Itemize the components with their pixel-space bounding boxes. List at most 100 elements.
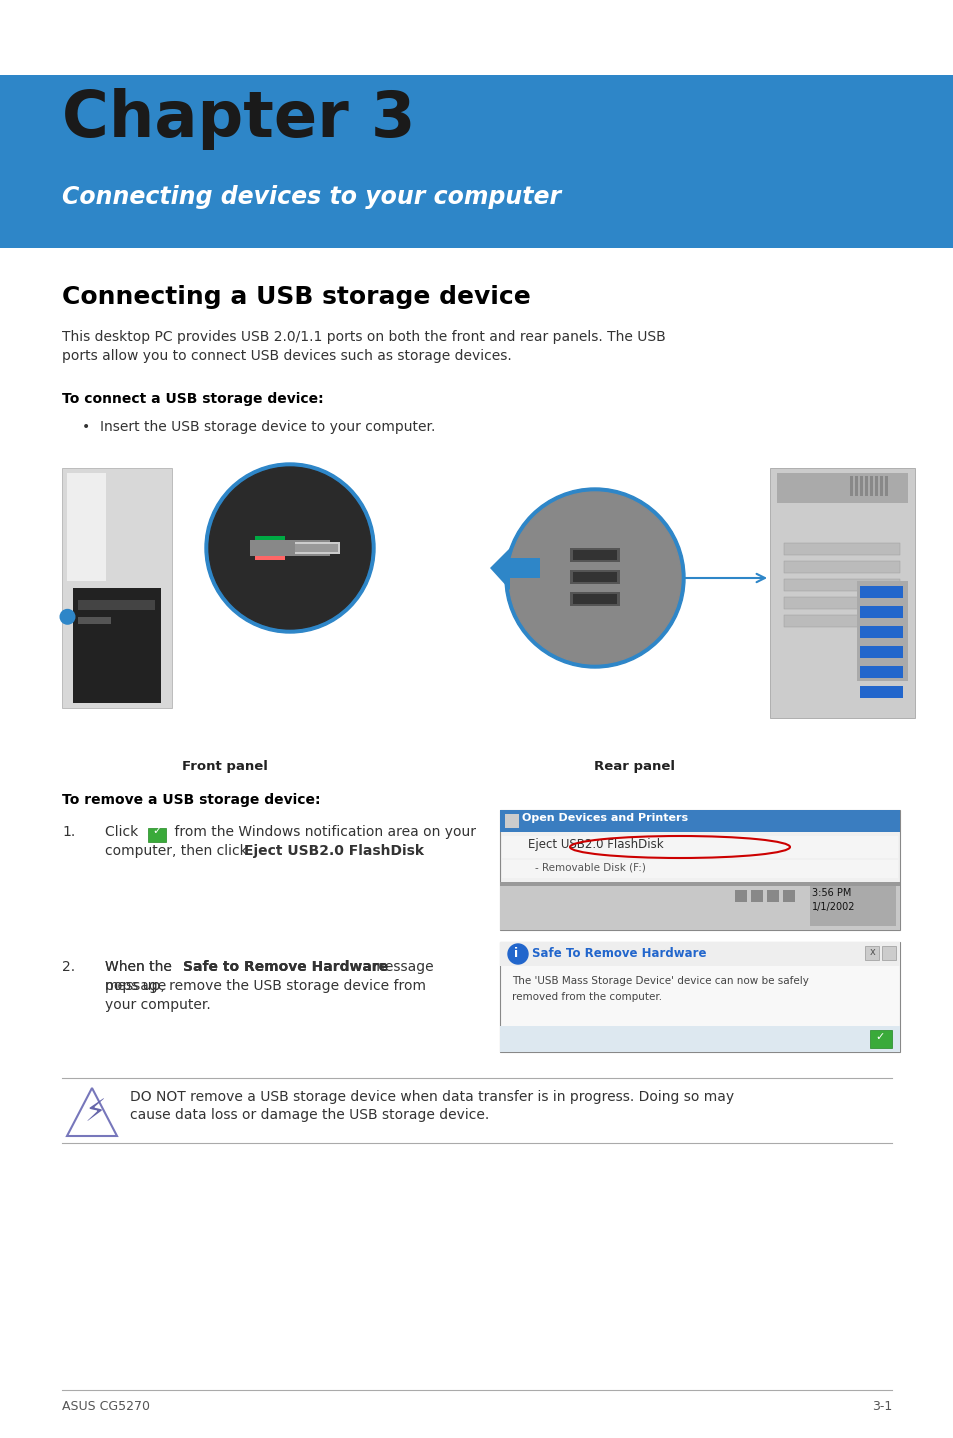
Bar <box>68 473 106 581</box>
Text: computer, then click: computer, then click <box>105 844 252 858</box>
Bar <box>783 597 900 610</box>
Bar <box>499 881 899 930</box>
Text: Click: Click <box>105 825 143 838</box>
Bar <box>859 626 902 637</box>
Bar <box>254 536 285 541</box>
Text: DO NOT remove a USB storage device when data transfer is in progress. Doing so m: DO NOT remove a USB storage device when … <box>130 1090 734 1104</box>
Text: Safe To Remove Hardware: Safe To Remove Hardware <box>532 948 706 961</box>
Bar <box>769 467 914 718</box>
Text: - Removable Disk (F:): - Removable Disk (F:) <box>535 861 645 871</box>
Bar <box>0 454 953 755</box>
Bar <box>499 881 899 886</box>
Bar <box>0 247 953 1438</box>
Text: x: x <box>869 948 875 958</box>
Text: To remove a USB storage device:: To remove a USB storage device: <box>62 792 320 807</box>
Text: ⚡: ⚡ <box>84 1099 105 1127</box>
Bar <box>854 476 857 496</box>
Text: cause data loss or damage the USB storage device.: cause data loss or damage the USB storag… <box>130 1109 489 1122</box>
Bar <box>573 594 617 604</box>
Text: ASUS CG5270: ASUS CG5270 <box>62 1401 150 1414</box>
Circle shape <box>504 487 684 669</box>
Bar <box>874 476 877 496</box>
Text: 3-1: 3-1 <box>871 1401 891 1414</box>
Circle shape <box>61 610 74 624</box>
Bar <box>250 541 330 557</box>
Text: i: i <box>514 948 517 961</box>
Bar <box>499 810 899 930</box>
Bar <box>859 666 902 677</box>
Circle shape <box>507 943 527 963</box>
Bar <box>254 557 285 559</box>
Bar <box>869 476 872 496</box>
Bar <box>879 476 882 496</box>
Text: Connecting a USB storage device: Connecting a USB storage device <box>62 285 530 309</box>
Bar <box>73 588 161 703</box>
Text: Front panel: Front panel <box>182 761 268 774</box>
Text: removed from the computer.: removed from the computer. <box>512 992 661 1002</box>
Text: Open Devices and Printers: Open Devices and Printers <box>521 812 687 823</box>
Circle shape <box>209 467 371 628</box>
Text: Safe to Remove Hardware: Safe to Remove Hardware <box>183 961 388 974</box>
Text: Connecting devices to your computer: Connecting devices to your computer <box>62 186 560 209</box>
Text: The 'USB Mass Storage Device' device can now be safely: The 'USB Mass Storage Device' device can… <box>512 976 808 986</box>
Bar <box>783 544 900 555</box>
Bar <box>783 580 900 591</box>
Text: message: message <box>367 961 434 974</box>
Bar <box>78 617 112 624</box>
Bar <box>504 814 518 828</box>
Text: Safe to Remove Hardware: Safe to Remove Hardware <box>183 961 388 974</box>
Text: Chapter 3: Chapter 3 <box>62 88 416 150</box>
Bar <box>859 646 902 657</box>
Text: Rear panel: Rear panel <box>594 761 675 774</box>
Text: message: message <box>105 979 167 994</box>
Text: from the Windows notification area on your: from the Windows notification area on yo… <box>170 825 476 838</box>
Text: To connect a USB storage device:: To connect a USB storage device: <box>62 393 323 406</box>
Text: •: • <box>82 420 91 434</box>
Bar <box>499 942 899 1053</box>
Text: 1/1/2002: 1/1/2002 <box>811 902 855 912</box>
Bar <box>294 542 339 554</box>
Bar <box>734 890 746 902</box>
Bar <box>882 946 895 961</box>
Bar <box>499 942 899 966</box>
Text: 3:56 PM: 3:56 PM <box>811 889 850 897</box>
Circle shape <box>205 463 375 633</box>
Bar <box>501 835 897 858</box>
Text: This desktop PC provides USB 2.0/1.1 ports on both the front and rear panels. Th: This desktop PC provides USB 2.0/1.1 por… <box>62 329 665 344</box>
Bar <box>782 890 794 902</box>
Text: 2.: 2. <box>62 961 75 974</box>
Text: When the: When the <box>105 961 176 974</box>
Bar <box>859 476 862 496</box>
Bar <box>78 600 155 610</box>
Bar <box>148 828 166 843</box>
Bar <box>849 476 852 496</box>
Bar <box>750 890 762 902</box>
Text: ✓: ✓ <box>152 825 161 835</box>
Bar <box>766 890 779 902</box>
Bar <box>573 549 617 559</box>
Bar <box>62 467 172 707</box>
Circle shape <box>509 492 680 664</box>
Bar <box>783 561 900 572</box>
Bar <box>856 581 907 680</box>
Bar <box>573 572 617 582</box>
Bar <box>869 1030 891 1048</box>
Text: Insert the USB storage device to your computer.: Insert the USB storage device to your co… <box>100 420 435 434</box>
Bar <box>859 605 902 617</box>
Text: pops up, remove the USB storage device from: pops up, remove the USB storage device f… <box>105 979 426 994</box>
Bar <box>569 592 619 605</box>
Bar <box>783 615 900 627</box>
Bar <box>859 686 902 697</box>
Bar <box>0 0 953 75</box>
Bar <box>859 585 902 598</box>
Bar <box>864 946 878 961</box>
Polygon shape <box>490 548 539 590</box>
Text: .: . <box>394 844 398 858</box>
Text: ports allow you to connect USB devices such as storage devices.: ports allow you to connect USB devices s… <box>62 349 511 362</box>
Bar <box>499 1025 899 1053</box>
Bar <box>499 810 899 833</box>
Text: When the: When the <box>105 961 176 974</box>
Bar <box>569 548 619 562</box>
Bar <box>777 473 907 503</box>
Bar <box>294 544 337 552</box>
